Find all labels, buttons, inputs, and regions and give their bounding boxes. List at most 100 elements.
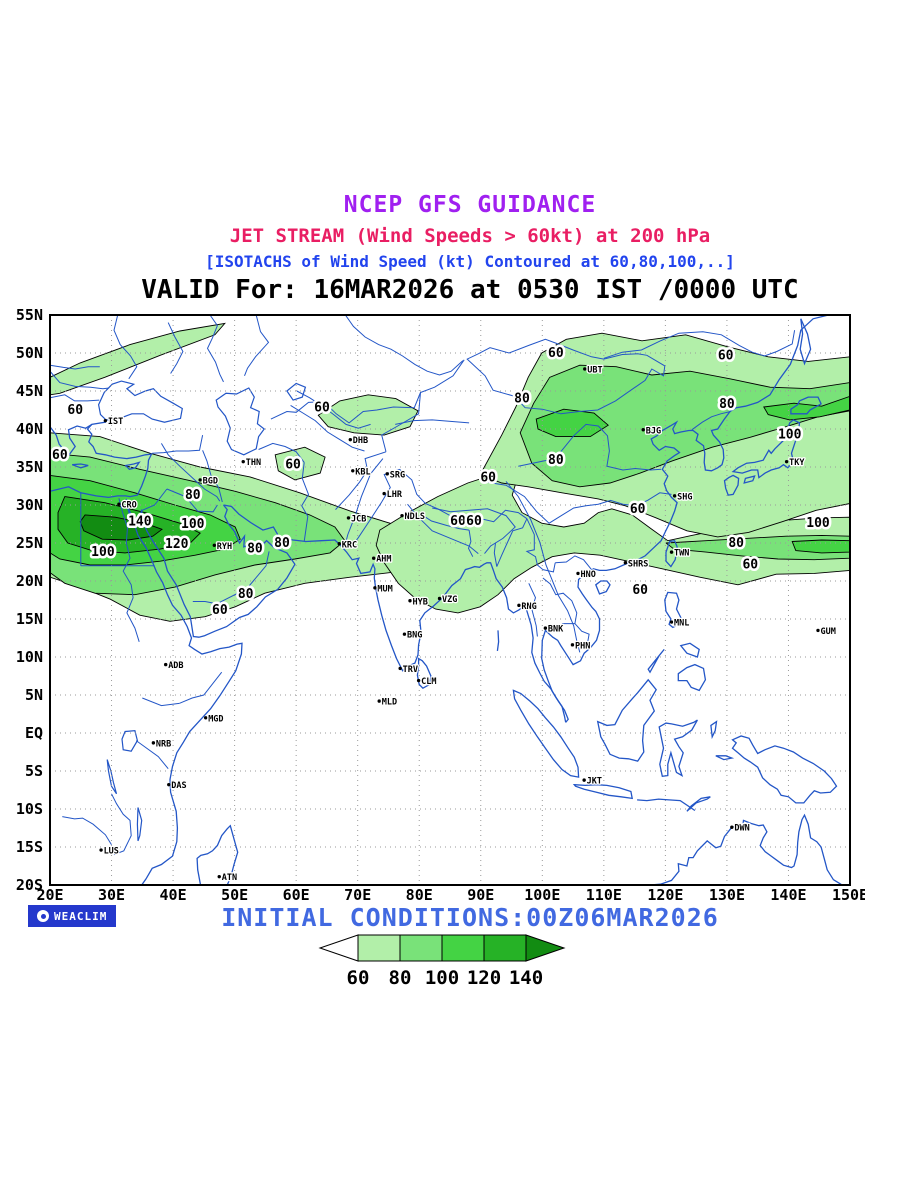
river-line	[113, 315, 138, 380]
lon-axis-label: 40E	[160, 886, 187, 904]
isotach-label: 60	[742, 557, 758, 572]
station-label: HYB	[413, 597, 428, 607]
station-marker	[117, 502, 121, 506]
station-label: TKY	[789, 458, 805, 468]
station-label: RNG	[521, 602, 536, 612]
station-label: LUS	[104, 847, 119, 857]
coast-line	[71, 463, 89, 469]
lon-axis-label: 120E	[647, 886, 683, 904]
station-label: JKT	[587, 777, 602, 787]
isotach-label: 60	[67, 403, 83, 418]
station-label: IST	[108, 417, 123, 427]
river-line	[206, 315, 224, 383]
isotach-label: 60	[632, 583, 648, 598]
colorbar-segment-120	[483, 934, 527, 962]
station-marker	[669, 550, 674, 554]
coast-line	[512, 689, 580, 778]
border-line	[467, 530, 474, 557]
coast-line	[637, 798, 696, 812]
station-marker	[517, 603, 521, 608]
water-body	[106, 759, 118, 795]
lat-axis-label: 10S	[16, 800, 43, 818]
river-line	[244, 315, 270, 376]
border-line	[166, 488, 218, 513]
isotach-label: 80	[728, 536, 744, 551]
isotach-label: 60	[630, 502, 646, 517]
coast-line	[799, 318, 812, 366]
station-marker	[203, 716, 208, 720]
station-label: AHM	[376, 555, 391, 565]
border-line	[525, 518, 544, 570]
isotach-label: 80	[719, 397, 735, 412]
station-marker	[402, 632, 407, 636]
isotach-label: 80	[548, 453, 564, 468]
station-marker	[570, 643, 575, 647]
station-marker	[400, 513, 404, 518]
station-label: LHR	[387, 490, 403, 500]
station-label: DWN	[734, 824, 749, 834]
lat-axis-label: 25N	[16, 534, 43, 552]
lat-axis-label: 5N	[25, 686, 43, 704]
border-line	[574, 623, 590, 650]
station-marker	[241, 459, 245, 464]
lon-axis-label: 30E	[98, 886, 125, 904]
weaclim-badge: WEACLIM	[28, 905, 117, 927]
station-label: ADB	[168, 661, 183, 671]
lat-axis-label: 15N	[16, 610, 43, 628]
station-label: BNG	[407, 631, 422, 641]
station-label: MLD	[382, 698, 397, 708]
border-line	[555, 555, 592, 570]
station-marker	[198, 478, 202, 482]
title-valid: VALID For: 16MAR2026 at 0530 IST /0000 U…	[141, 275, 799, 305]
lat-axis-label: EQ	[25, 724, 43, 742]
station-label: HNO	[581, 570, 596, 580]
coast-line	[790, 396, 822, 415]
weaclim-label: WEACLIM	[54, 909, 108, 923]
station-label: THN	[246, 458, 261, 468]
isotach-label: 100	[806, 516, 830, 531]
station-marker	[382, 491, 386, 496]
river-line	[395, 419, 470, 425]
coast-line	[496, 630, 500, 651]
border-line	[270, 392, 421, 424]
colorbar-tick-label: 80	[389, 967, 412, 989]
station-label: JCB	[351, 514, 366, 524]
border-line	[381, 359, 465, 452]
title-ncep: NCEP GFS GUIDANCE	[343, 192, 597, 218]
station-label: VZG	[442, 595, 457, 605]
river-line	[505, 481, 581, 653]
coast-line	[677, 663, 707, 692]
border-line	[135, 740, 169, 770]
coast-line	[124, 461, 141, 471]
colorbar-segment-60	[357, 934, 401, 962]
border-line	[493, 542, 498, 567]
station-label: BJG	[646, 426, 661, 436]
isotach-region-60	[375, 472, 850, 614]
river-line	[160, 443, 221, 502]
title-isotachs: [ISOTACHS of Wind Speed (kt) Contoured a…	[205, 252, 735, 271]
coast-line	[743, 475, 756, 484]
isotach-label: 60	[718, 348, 734, 363]
isotach-label: 60	[212, 603, 228, 618]
colorbar-tick-label: 100	[425, 967, 459, 989]
lat-axis-label: 45N	[16, 382, 43, 400]
isotach-label: 100	[778, 427, 802, 442]
station-label: ATN	[222, 873, 237, 883]
lat-axis-label: 35N	[16, 458, 43, 476]
isotach-region-100	[763, 395, 850, 421]
coast-line	[50, 423, 93, 456]
station-marker	[543, 626, 548, 630]
station-marker	[576, 571, 580, 576]
isotach-label: 140	[128, 515, 152, 530]
border-line	[142, 488, 168, 511]
station-marker	[163, 662, 168, 667]
coast-line	[196, 824, 239, 885]
station-marker	[408, 599, 412, 603]
coast-line	[541, 315, 829, 723]
isotach-label: 60	[450, 514, 466, 529]
isotach-label: 60	[285, 458, 301, 473]
station-label: GUM	[821, 627, 836, 637]
isotach-label: 80	[247, 541, 263, 556]
lat-axis-label: 30N	[16, 496, 43, 514]
water-body	[121, 730, 139, 752]
